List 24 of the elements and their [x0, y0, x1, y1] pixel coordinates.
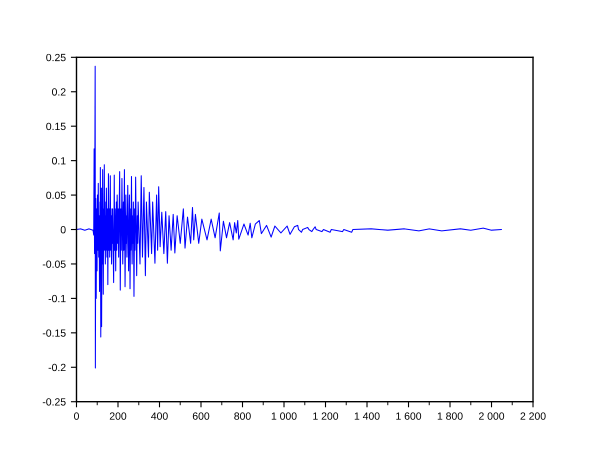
x-tick-label: 2 200 [520, 412, 546, 420]
y-tick-label: -0.25 [42, 398, 66, 406]
y-tick-label: 0.25 [46, 54, 66, 62]
x-tick-label: 1 400 [354, 412, 380, 420]
x-tick-label: 0 [74, 412, 79, 420]
y-tick-label: -0.05 [42, 260, 66, 268]
y-tick-label: 0.05 [46, 192, 66, 199]
x-tick-label: 600 [192, 412, 210, 420]
y-tick-label: -0.15 [42, 329, 66, 337]
x-tick-label: 1 200 [313, 412, 338, 420]
x-tick-label: 2 000 [479, 412, 504, 420]
y-tick-label: 0.1 [52, 157, 66, 165]
x-tick-label: 1 000 [272, 412, 297, 420]
y-tick-label: 0 [60, 226, 66, 234]
y-tick-label: -0.2 [48, 364, 66, 372]
x-tick-label: 200 [110, 412, 126, 420]
y-tick-label: 0.15 [46, 122, 66, 130]
y-tick-label: -0.1 [48, 294, 66, 302]
x-tick-label: 1 800 [438, 412, 463, 420]
x-tick-label: 400 [151, 412, 168, 420]
line-series [76, 66, 502, 368]
y-tick-label: 0.2 [52, 88, 66, 96]
x-tick-label: 1 600 [396, 412, 422, 420]
x-tick-label: 800 [234, 412, 251, 420]
